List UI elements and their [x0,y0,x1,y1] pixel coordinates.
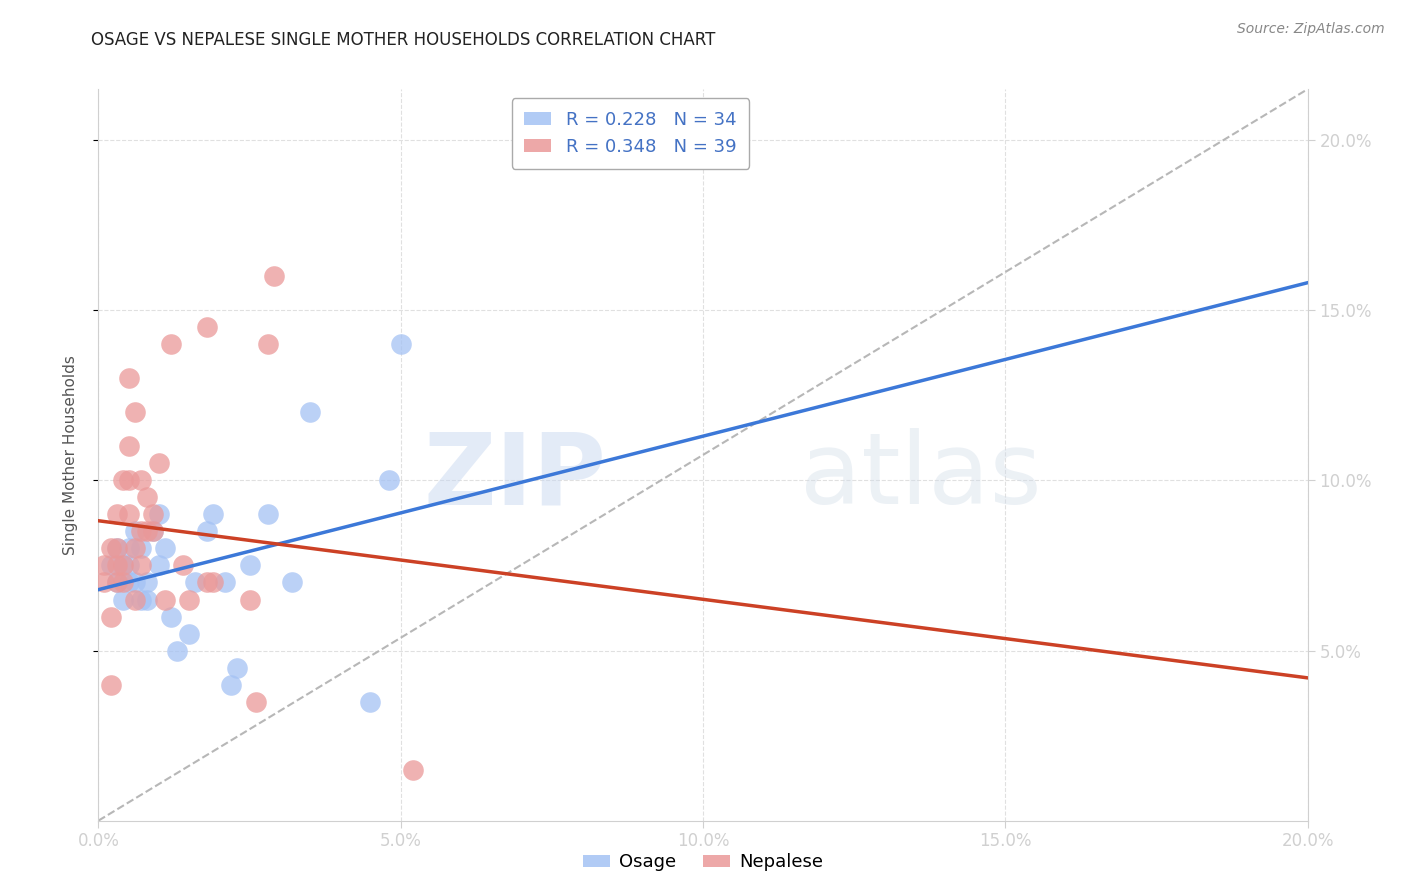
Point [226,660,249,674]
Point [118,575,141,590]
Point [105,541,128,556]
Point [124,541,146,556]
Point [389,337,412,351]
Text: ZIP: ZIP [423,428,606,525]
Point [245,695,267,709]
Point [111,474,134,488]
Point [129,592,152,607]
Point [142,524,165,539]
Point [129,474,152,488]
Point [179,626,201,640]
Point [402,763,425,777]
Point [105,541,128,556]
Point [135,575,157,590]
Point [160,337,183,351]
Point [239,592,262,607]
Point [256,337,278,351]
Point [221,677,243,691]
Point [129,541,152,556]
Point [263,269,285,284]
Point [148,457,170,471]
Point [100,558,122,573]
Point [111,558,134,573]
Point [124,524,146,539]
Point [118,541,141,556]
Point [360,695,382,709]
Point [93,558,115,573]
Point [129,558,152,573]
Legend: Osage, Nepalese: Osage, Nepalese [575,847,831,879]
Point [124,575,146,590]
Point [377,474,399,488]
Point [135,592,157,607]
Point [105,575,128,590]
Point [148,558,170,573]
Point [142,508,165,522]
Text: OSAGE VS NEPALESE SINGLE MOTHER HOUSEHOLDS CORRELATION CHART: OSAGE VS NEPALESE SINGLE MOTHER HOUSEHOL… [91,31,716,49]
Point [239,558,262,573]
Point [118,474,141,488]
Text: atlas: atlas [800,428,1042,525]
Point [142,524,165,539]
Point [172,558,194,573]
Point [124,592,146,607]
Legend: R = 0.228   N = 34, R = 0.348   N = 39: R = 0.228 N = 34, R = 0.348 N = 39 [512,98,749,169]
Point [118,439,141,453]
Point [118,508,141,522]
Point [135,491,157,505]
Point [256,508,278,522]
Point [100,609,122,624]
Point [179,592,201,607]
Point [118,371,141,385]
Point [160,609,183,624]
Point [202,575,225,590]
Point [105,575,128,590]
Point [195,320,218,334]
Y-axis label: Single Mother Households: Single Mother Households [63,355,77,555]
Point [129,524,152,539]
Point [153,541,176,556]
Point [118,558,141,573]
Point [100,541,122,556]
Point [111,575,134,590]
Point [195,575,218,590]
Point [105,558,128,573]
Point [299,405,322,419]
Point [148,508,170,522]
Point [195,524,218,539]
Point [100,677,122,691]
Point [124,405,146,419]
Point [111,592,134,607]
Point [105,508,128,522]
Point [281,575,304,590]
Point [135,524,157,539]
Point [202,508,225,522]
Point [166,643,188,657]
Point [93,575,115,590]
Point [111,558,134,573]
Text: Source: ZipAtlas.com: Source: ZipAtlas.com [1237,22,1385,37]
Point [214,575,236,590]
Point [184,575,207,590]
Point [153,592,176,607]
